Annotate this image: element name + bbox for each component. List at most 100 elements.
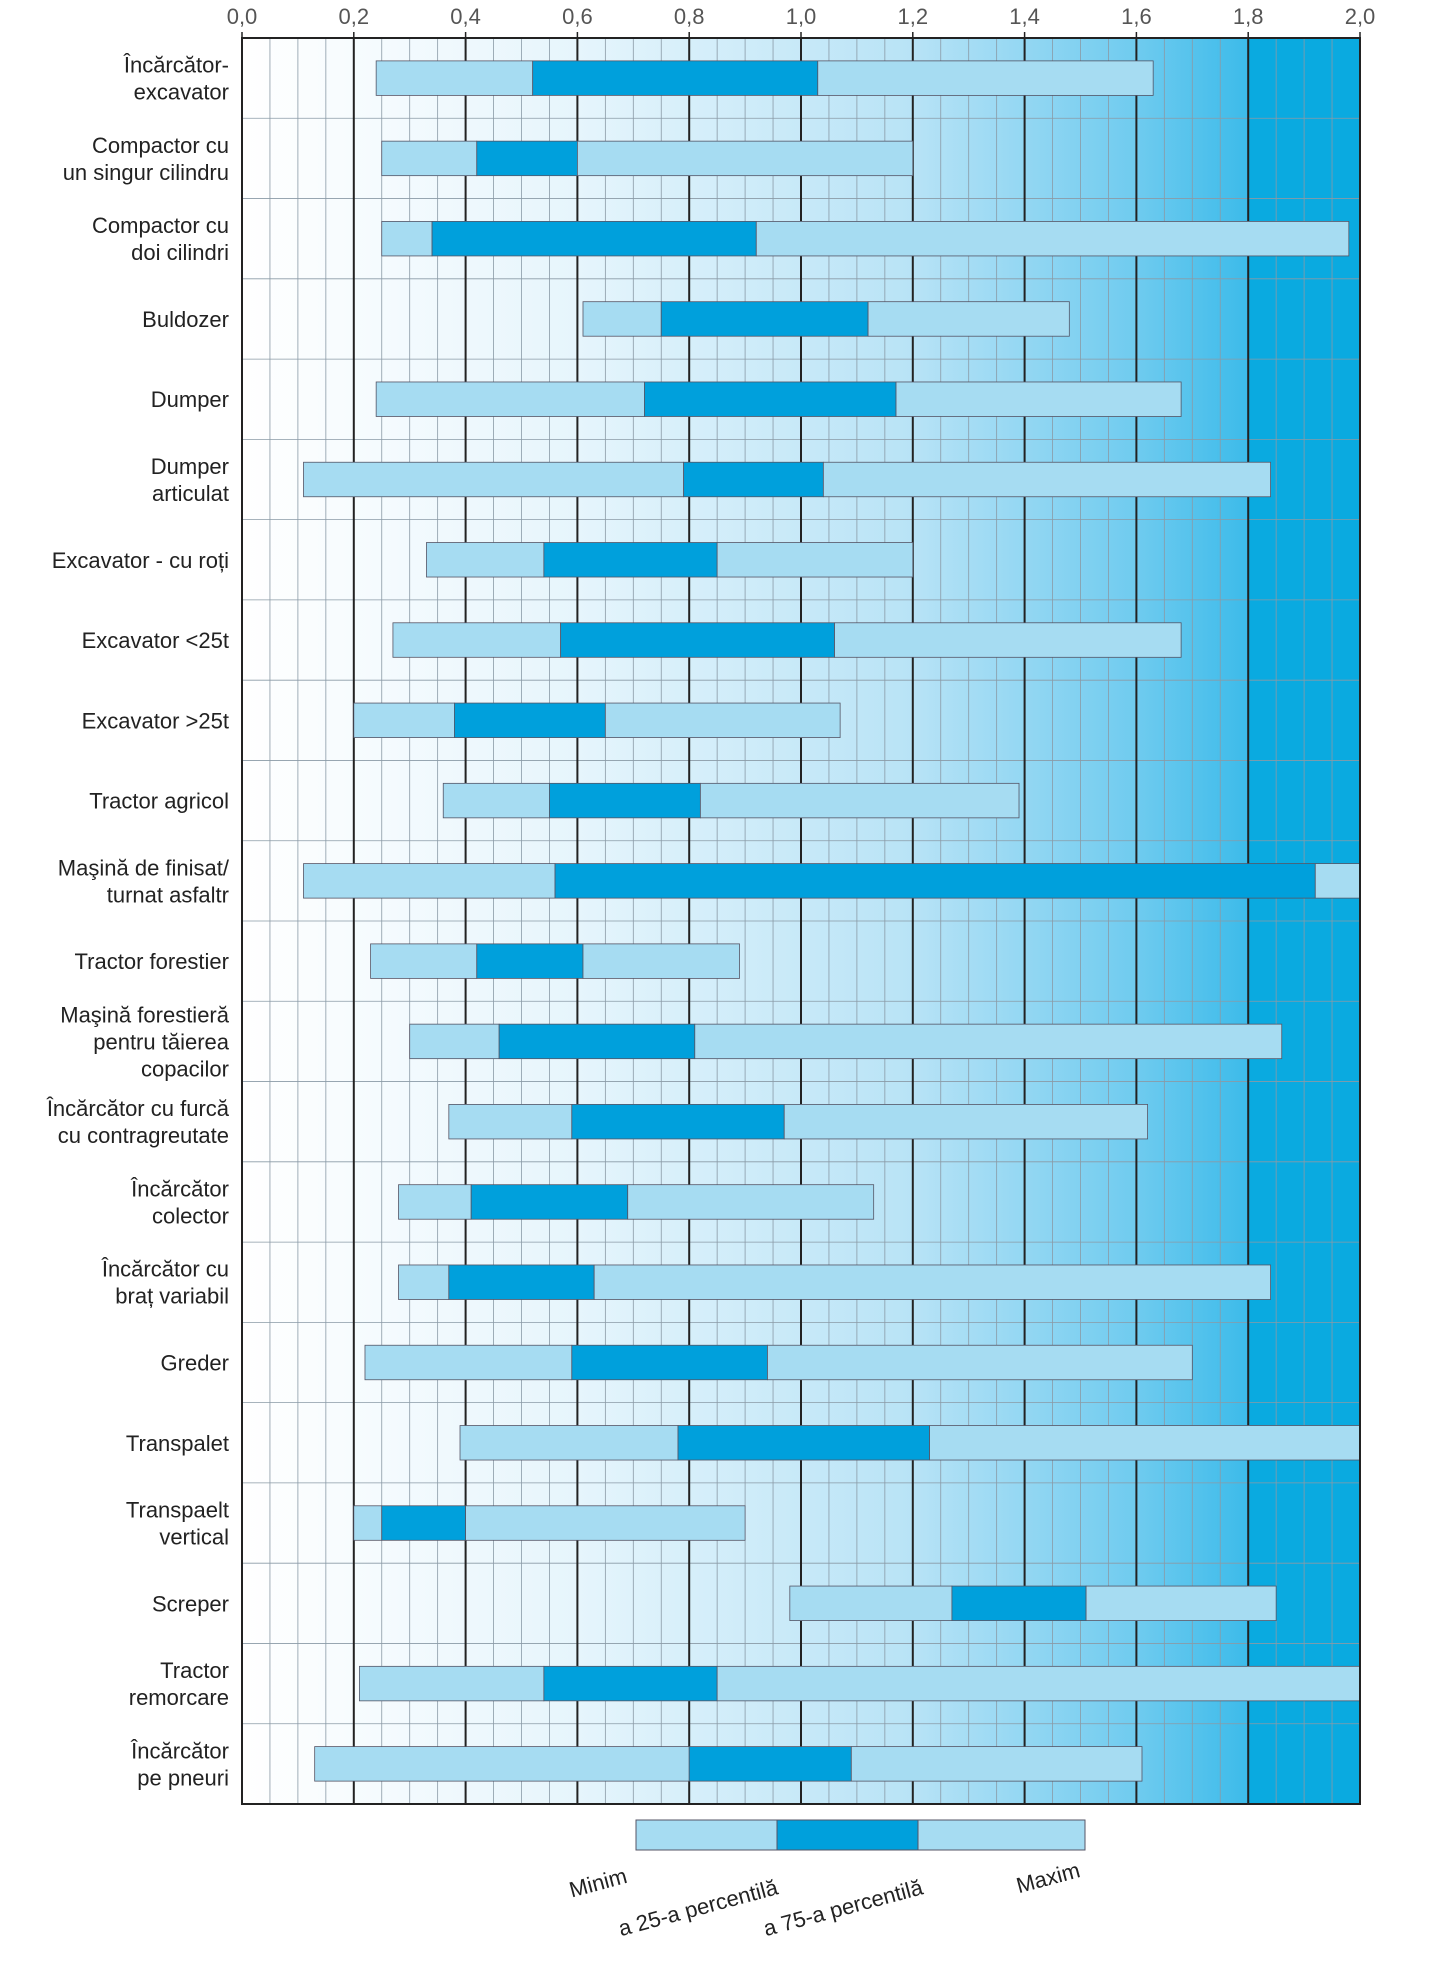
- category-label-line: Transpalet: [126, 1431, 229, 1456]
- legend-label: a 25-a percentilă: [616, 1874, 782, 1941]
- category-label: Compactor cu un singur cilindru: [63, 133, 229, 185]
- range-segment: [560, 622, 835, 658]
- category-label-line: Buldozer: [142, 307, 229, 332]
- range-segment: [895, 381, 1182, 417]
- category-label-line: Dumper: [151, 454, 229, 479]
- range-segment: [850, 1746, 1143, 1782]
- category-label: Tractor forestier: [75, 949, 229, 974]
- range-segment: [448, 1104, 573, 1140]
- category-label: Excavator <25t: [82, 628, 229, 653]
- range-segment: [409, 1023, 500, 1060]
- category-label-line: turnat asfaltr: [107, 882, 229, 907]
- category-label-line: Încărcător cu furcă: [46, 1096, 230, 1121]
- category-label-line: vertical: [159, 1525, 229, 1550]
- category-label-line: Greder: [161, 1351, 229, 1376]
- plot-frame: [241, 37, 1361, 1805]
- category-label: Tractor remorcare: [129, 1658, 229, 1710]
- category-label-line: remorcare: [129, 1685, 229, 1710]
- category-label-line: Screper: [152, 1591, 229, 1616]
- range-segment: [314, 1746, 690, 1782]
- x-tick-label: 0,8: [674, 4, 705, 29]
- range-segment: [929, 1425, 1361, 1461]
- range-segment: [381, 1505, 466, 1541]
- category-label: Buldozer: [142, 307, 229, 332]
- category-label-line: colector: [152, 1203, 229, 1228]
- range-segment: [442, 782, 550, 819]
- range-segment: [554, 863, 1316, 899]
- range-segment: [375, 60, 534, 96]
- category-label: Încărcător colector: [130, 1176, 229, 1228]
- range-segment: [577, 140, 914, 177]
- range-segment: [694, 1023, 1283, 1060]
- category-label: Transpalet: [126, 1431, 229, 1456]
- range-segment: [431, 221, 757, 257]
- category-label-line: Compactor cu: [92, 213, 229, 238]
- x-tick-label: 0,4: [450, 4, 481, 29]
- range-segment: [426, 542, 545, 578]
- range-segment: [465, 1505, 746, 1541]
- x-tick-label: 1,0: [786, 4, 817, 29]
- range-segment: [381, 140, 478, 177]
- category-label-line: Excavator >25t: [82, 708, 229, 733]
- legend-label: Minim: [566, 1863, 629, 1902]
- category-label-line: doi cilindri: [131, 240, 229, 265]
- category-label: Încărcător cu furcă cu contragreutate: [46, 1096, 230, 1148]
- category-label-line: Excavator - cu roți: [52, 548, 229, 573]
- range-segment: [303, 863, 556, 899]
- range-segment: [454, 702, 606, 738]
- category-label-line: Încărcător cu: [101, 1257, 229, 1282]
- x-tick-label: 2,0: [1345, 4, 1376, 29]
- range-segment: [582, 301, 662, 337]
- range-segment: [476, 140, 578, 177]
- category-label: Dumper: [151, 387, 229, 412]
- range-segment: [593, 1264, 1271, 1300]
- range-segment: [688, 1746, 852, 1782]
- category-label: Excavator >25t: [82, 708, 229, 733]
- category-label: Excavator - cu roți: [52, 548, 229, 573]
- range-segment: [470, 1184, 629, 1220]
- range-segment: [571, 1344, 768, 1381]
- range-segment: [822, 461, 1271, 498]
- category-label-line: Compactor cu: [92, 133, 229, 158]
- category-label-line: Excavator <25t: [82, 628, 229, 653]
- range-segment: [364, 1344, 573, 1381]
- category-label-line: Tractor: [160, 1658, 229, 1683]
- category-label: Tractor agricol: [89, 789, 229, 814]
- range-segment: [627, 1184, 875, 1220]
- legend-label: Maxim: [1014, 1857, 1083, 1898]
- range-segment: [398, 1184, 472, 1220]
- range-segment: [381, 221, 433, 257]
- range-segment: [789, 1585, 953, 1621]
- category-label: Maşină de finisat/turnat asfaltr: [58, 855, 230, 907]
- range-segment: [532, 60, 819, 96]
- category-label-line: Dumper: [151, 387, 229, 412]
- range-segment: [699, 782, 1020, 819]
- range-segment: [716, 542, 914, 578]
- category-label-line: excavator: [134, 80, 229, 105]
- category-label: Încărcător cu braț variabil: [101, 1257, 229, 1309]
- range-segment: [582, 943, 740, 979]
- category-label: Dumper articulat: [151, 454, 229, 506]
- category-label: Transpaelt vertical: [126, 1498, 229, 1550]
- category-label-line: Încărcător: [130, 1738, 229, 1763]
- category-label-line: braț variabil: [115, 1284, 229, 1309]
- range-segment: [683, 461, 824, 498]
- range-segment: [303, 461, 685, 498]
- x-tick-label: 0,6: [562, 4, 593, 29]
- range-segment: [476, 943, 584, 979]
- legend-swatch: [635, 1819, 778, 1851]
- range-segment: [370, 943, 478, 979]
- category-label-line: cu contragreutate: [58, 1123, 229, 1148]
- range-segment: [543, 1665, 718, 1702]
- range-segment: [1085, 1585, 1277, 1621]
- range-segment: [571, 1104, 785, 1140]
- x-tick-label: 1,8: [1233, 4, 1264, 29]
- category-label: Încărcător-excavator: [123, 53, 229, 105]
- x-tick-label: 1,6: [1121, 4, 1152, 29]
- x-tick-label: 0,0: [227, 4, 258, 29]
- range-segment: [644, 381, 897, 417]
- range-segment: [817, 60, 1154, 96]
- range-segment: [398, 1264, 450, 1300]
- range-segment: [353, 702, 455, 738]
